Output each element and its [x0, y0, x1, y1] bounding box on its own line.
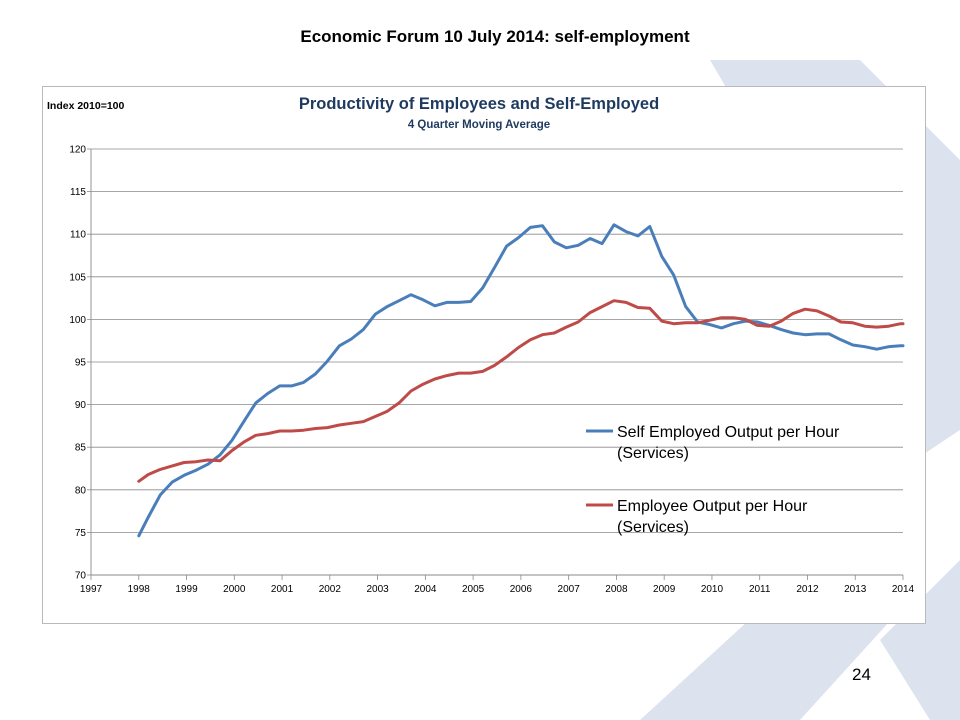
- y-tick-label-100: 100: [69, 315, 86, 326]
- x-tick-label-2005: 2005: [462, 584, 485, 595]
- axes: 70 75 80 85 90 95 100 105 110 115 120 1997 1998 1999 2…: [69, 145, 914, 596]
- legend-label-employee: Employee Output per Hour (Services): [617, 498, 808, 536]
- series-line-employee: [137, 299, 905, 483]
- legend-label-self-employed: Self Employed Output per Hour (Services): [617, 424, 840, 462]
- line-chart: Productivity of Employees and Self-Emplo…: [47, 95, 915, 596]
- x-tick-label-2006: 2006: [510, 584, 533, 595]
- y-tick-label-90: 90: [75, 400, 87, 411]
- y-tick-label-110: 110: [70, 230, 86, 241]
- y-tick-label-80: 80: [75, 485, 87, 496]
- x-tick-label-2002: 2002: [319, 584, 342, 595]
- chart-title: Productivity of Employees and Self-Emplo…: [299, 95, 659, 113]
- x-tick-label-1997: 1997: [80, 584, 103, 595]
- x-tick-label-2010: 2010: [701, 584, 724, 595]
- x-tick-label-2012: 2012: [796, 584, 819, 595]
- x-tick-label-2000: 2000: [223, 584, 246, 595]
- grid-lines: [91, 148, 903, 533]
- slide-number: 24: [852, 665, 871, 684]
- watermark-shape-corner: [880, 560, 960, 720]
- x-tick-label-2007: 2007: [558, 584, 581, 595]
- y-tick-label-105: 105: [69, 272, 86, 283]
- chart-subtitle: 4 Quarter Moving Average: [408, 119, 550, 131]
- x-tick-label-2011: 2011: [749, 584, 771, 595]
- y-tick-label-95: 95: [75, 358, 87, 369]
- x-tick-label-2009: 2009: [653, 584, 676, 595]
- x-tick-label-2008: 2008: [605, 584, 628, 595]
- series-line-self-employed: [137, 223, 905, 538]
- legend: Self Employed Output per Hour (Services) E…: [586, 424, 840, 536]
- x-tick-label-2001: 2001: [271, 584, 294, 595]
- x-tick-label-2003: 2003: [366, 584, 389, 595]
- chart-panel: Productivity of Employees and Self-Emplo…: [42, 86, 926, 624]
- y-tick-label-120: 120: [69, 145, 86, 156]
- y-tick-label-75: 75: [75, 528, 87, 539]
- y-tick-label-70: 70: [75, 571, 87, 582]
- y-axis-label: Index 2010=100: [47, 100, 125, 112]
- slide-title: Economic Forum 10 July 2014: self-employ…: [300, 27, 690, 46]
- x-tick-label-2004: 2004: [414, 584, 437, 595]
- y-tick-label-85: 85: [75, 443, 87, 454]
- x-tick-label-1999: 1999: [175, 584, 198, 595]
- y-tick-label-115: 115: [70, 187, 86, 198]
- x-tick-label-2013: 2013: [844, 584, 867, 595]
- x-tick-label-2014: 2014: [892, 584, 915, 595]
- series-lines: [137, 223, 905, 538]
- watermark-shape-bottom: [640, 610, 900, 720]
- x-tick-label-1998: 1998: [128, 584, 151, 595]
